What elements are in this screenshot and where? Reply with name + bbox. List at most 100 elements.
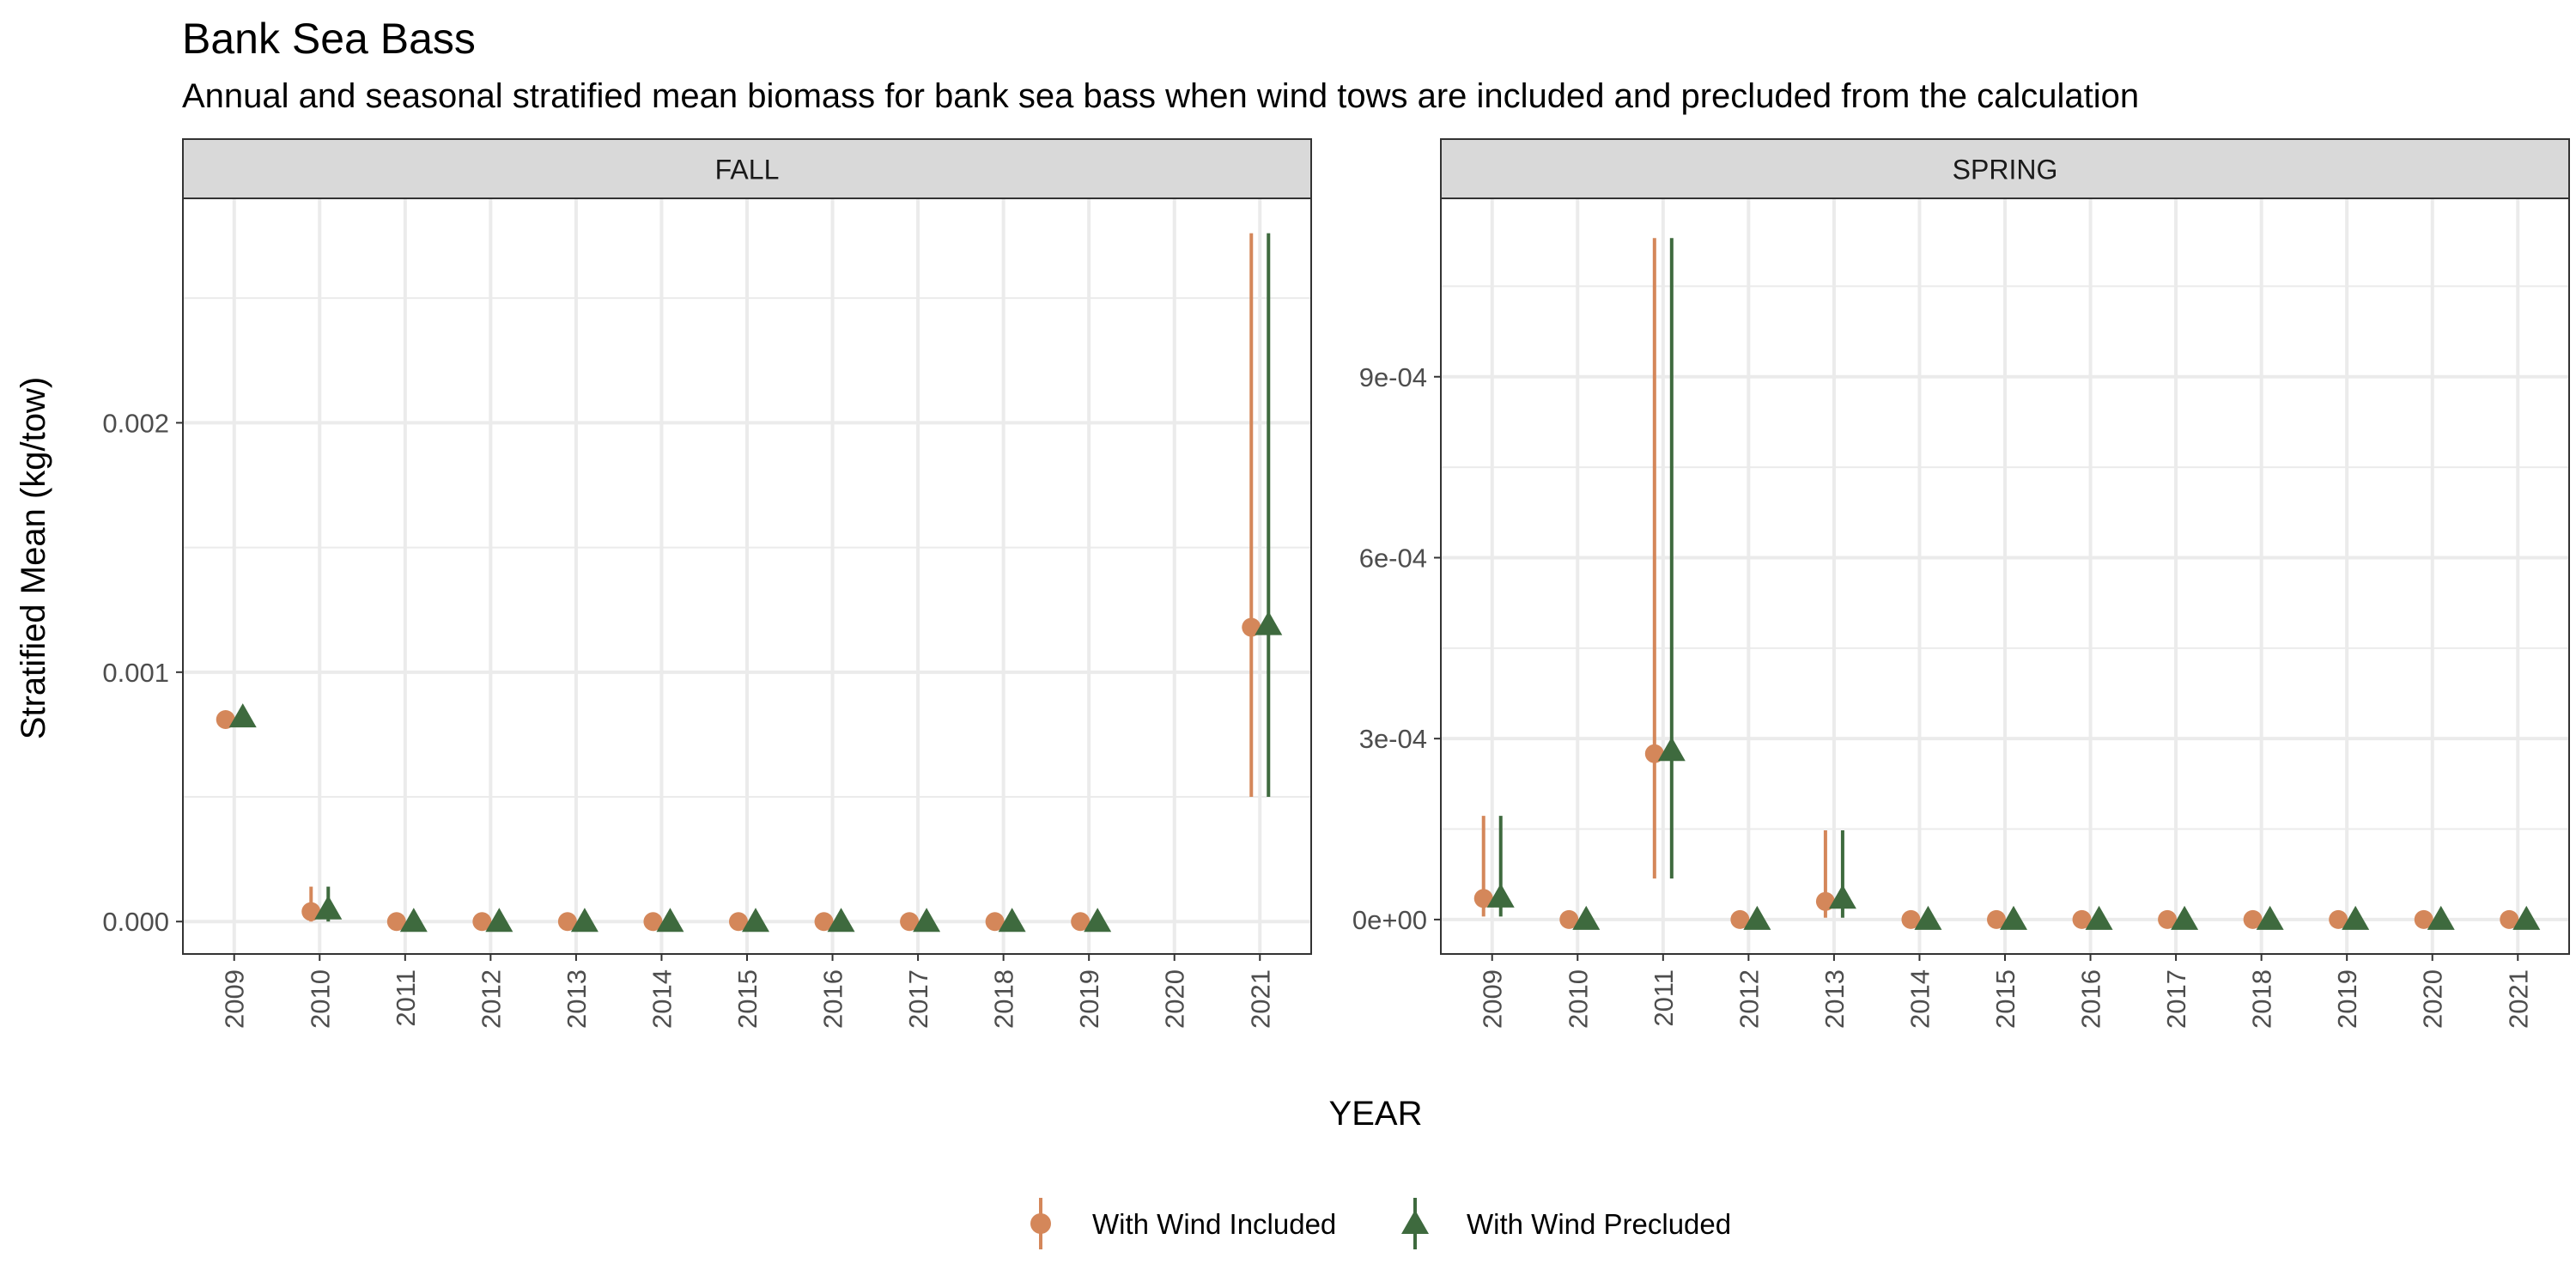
data-point-precluded [827,908,855,933]
data-point-included [1559,909,1579,929]
facet-strip-label: SPRING [1953,155,2058,185]
legend-key-triangle [1401,1210,1429,1234]
x-tick-label: 2016 [2076,969,2106,1029]
legend: With Wind Included With Wind Precluded [1030,1198,1731,1249]
data-point-precluded [1486,883,1515,908]
data-point-precluded [2342,905,2370,930]
data-point-included [1473,889,1493,908]
data-point-precluded [399,908,428,933]
y-tick-label: 3e-04 [1359,724,1427,754]
data-point-included [985,912,1005,932]
x-tick-label: 2019 [1074,969,1104,1029]
data-point-included [1644,744,1664,763]
data-point-included [2500,909,2519,929]
legend-label: With Wind Included [1092,1208,1336,1240]
x-tick-label: 2011 [1649,969,1679,1027]
data-point-included [301,902,321,921]
data-point-included [472,912,492,932]
x-tick-label: 2020 [2418,969,2448,1029]
data-point-included [643,912,663,932]
panel-fall: FALL 0.000 0.001 0.002 2009 2010 2011 2012 2013 2… [102,138,1312,1029]
data-point-included [1901,909,1921,929]
panel-border [182,197,1312,955]
data-point-precluded [2427,905,2455,930]
data-point-precluded [656,908,684,933]
facet-strip-label: FALL [715,155,780,185]
x-tick-label: 2010 [305,969,335,1029]
data-point-precluded [2171,905,2199,930]
data-point-precluded [228,703,257,728]
data-point-included [386,912,406,932]
x-tick-label: 2013 [562,969,592,1029]
data-point-included [2158,909,2178,929]
data-point-included [1071,912,1091,932]
x-tick-label: 2012 [476,969,506,1029]
chart-subtitle: Annual and seasonal stratified mean biom… [182,77,2140,115]
data-point-included [557,912,577,932]
data-point-included [1242,617,1261,637]
y-tick-label: 0.000 [102,907,169,937]
data-point-precluded [2000,905,2027,930]
data-point-precluded [913,908,941,933]
legend-label: With Wind Precluded [1467,1208,1731,1240]
x-tick-label: 2019 [2332,969,2362,1029]
data-point-included [814,912,834,932]
data-point-precluded [1084,908,1112,933]
x-tick-label: 2012 [1734,969,1764,1029]
x-tick-label: 2009 [220,969,250,1029]
x-tick-label: 2018 [989,969,1019,1029]
y-axis-title: Stratified Mean (kg/tow) [15,377,52,739]
legend-key-circle [1030,1213,1051,1234]
data-point-included [2329,909,2348,929]
data-point-precluded [2085,905,2113,930]
chart-title: Bank Sea Bass [182,15,476,63]
data-point-precluded [1572,905,1601,930]
data-point-precluded [1914,905,1942,930]
data-point-included [900,912,920,932]
data-point-precluded [742,908,769,933]
x-axis-title: YEAR [1329,1095,1423,1133]
x-tick-label: 2014 [1905,969,1935,1029]
data-point-precluded [570,908,598,933]
y-tick-label: 6e-04 [1359,543,1427,573]
data-point-precluded [485,908,513,933]
y-tick-label: 0.001 [102,658,169,688]
x-tick-label: 2015 [732,969,762,1029]
data-point-included [2243,909,2263,929]
data-point-precluded [1743,905,1771,930]
x-tick-label: 2014 [647,969,677,1029]
data-point-included [1730,909,1750,929]
y-tick-label: 0.002 [102,408,169,438]
y-tick-label: 9e-04 [1359,362,1427,392]
x-tick-label: 2017 [903,969,933,1029]
x-tick-label: 2017 [2161,969,2191,1029]
data-point-precluded [314,895,343,920]
panel-spring: SPRING 0e+00 3e-04 6e-04 9e-04 2009 2010 2011 20… [1352,138,2570,1029]
data-point-precluded [1255,611,1283,635]
data-point-precluded [2512,905,2541,930]
data-point-included [2414,909,2433,929]
x-tick-label: 2011 [391,969,421,1027]
data-point-included [729,912,748,932]
x-tick-label: 2020 [1160,969,1190,1029]
facet-strip [1440,138,2570,199]
data-point-included [2072,909,2092,929]
data-point-precluded [1657,737,1686,762]
data-point-precluded [1828,884,1856,909]
y-tick-label: 0e+00 [1352,905,1427,935]
x-tick-label: 2021 [1245,969,1275,1029]
x-tick-label: 2010 [1563,969,1593,1029]
panel-border [1440,197,2570,955]
x-tick-label: 2018 [2247,969,2277,1029]
data-point-included [216,709,235,729]
x-tick-label: 2015 [1990,969,2020,1029]
data-point-precluded [2256,905,2284,930]
data-point-included [1987,909,2006,929]
x-tick-label: 2009 [1478,969,1508,1029]
x-tick-label: 2021 [2503,969,2533,1029]
x-tick-label: 2013 [1820,969,1850,1029]
x-tick-label: 2016 [818,969,848,1029]
data-point-precluded [998,908,1026,933]
data-point-included [1815,891,1835,911]
